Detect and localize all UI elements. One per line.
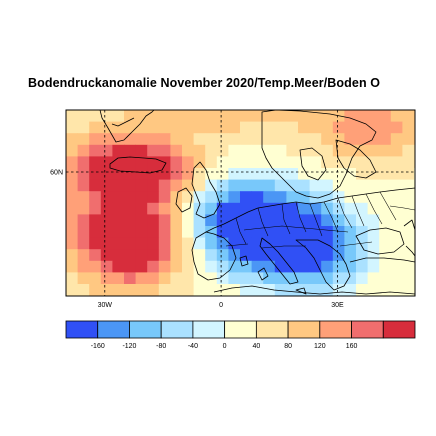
coastlines: [99, 110, 415, 295]
colorbar-tick-label: 0: [223, 343, 227, 350]
great-britain-coast: [191, 161, 221, 219]
greenland-coast: [99, 110, 155, 143]
colorbar-tick-label: -160: [91, 343, 105, 350]
longitude-label: 30E: [331, 302, 344, 309]
black-sea-coast: [355, 227, 405, 255]
scandinavia-coast: [261, 110, 377, 199]
map-frame: [65, 109, 416, 297]
iceland-coast: [109, 156, 167, 174]
anatolia-coast: [349, 257, 415, 263]
gridlines: [66, 110, 415, 296]
country-borders: [225, 191, 415, 249]
caspian-coast: [403, 219, 415, 257]
colorbar-swatch: [382, 320, 416, 339]
colorbar-tick-label: 40: [252, 343, 260, 350]
colorbar-swatch: [351, 320, 384, 339]
scandinavia-inner: [299, 147, 327, 181]
balkans-coast: [295, 239, 351, 291]
latitude-label: 60N: [50, 170, 63, 177]
map-title: Bodendruckanomalie November 2020/Temp.Me…: [0, 76, 436, 96]
longitude-label: 30W: [98, 302, 113, 309]
colorbar-swatch: [160, 320, 194, 339]
north-africa-coast: [213, 285, 415, 295]
colorbar-swatch: [287, 320, 321, 339]
colorbar-swatch: [224, 320, 257, 339]
map-title-text: Bodendruckanomalie November 2020/Temp.Me…: [28, 76, 381, 90]
finland-coast: [335, 139, 377, 179]
colorbar-tick-label: -120: [122, 343, 136, 350]
greenland-fjord: [111, 117, 135, 127]
colorbar-swatch: [192, 320, 226, 339]
colorbar-swatch: [255, 320, 289, 339]
colorbar-tick-label: -40: [188, 343, 198, 350]
colorbar-tick-label: 160: [346, 343, 358, 350]
colorbar-swatch: [97, 320, 130, 339]
mediterranean-islands: [239, 255, 307, 295]
ireland-coast: [175, 187, 193, 213]
italy-coast: [259, 237, 299, 285]
colorbar-swatch: [129, 320, 162, 339]
longitude-label: 0: [219, 302, 223, 309]
colorbar-tick-label: -80: [156, 343, 166, 350]
colorbar: -160 -120 -80 -40 0 40 80 120 160: [65, 320, 416, 350]
colorbar-tick-label: 120: [314, 343, 326, 350]
iberia-coast: [191, 231, 237, 281]
colorbar-tick-label: 80: [284, 343, 292, 350]
axis-labels: 30W 0 30E 60N: [50, 170, 344, 310]
colorbar-swatch: [319, 320, 352, 339]
colorbar-swatch: [65, 320, 99, 339]
